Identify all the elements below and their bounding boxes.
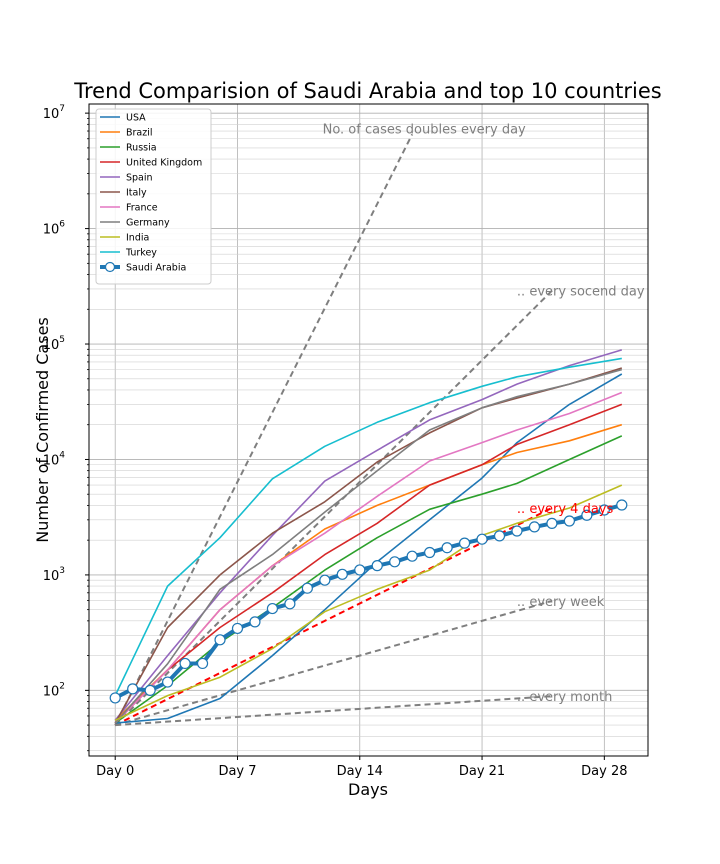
legend-label: Spain [126, 173, 153, 184]
y-tick-base: 10 [43, 223, 60, 238]
series-point [196, 657, 209, 670]
series-line [114, 391, 623, 724]
series-point [371, 560, 383, 572]
y-tick-label: 107 [43, 104, 65, 122]
legend-label: Germany [126, 218, 170, 229]
y-tick-exponent: 7 [59, 104, 65, 114]
plot-frame [88, 103, 649, 757]
reference-label: .. every 4 days [517, 502, 614, 517]
series-point [511, 525, 523, 537]
series-point [249, 616, 261, 628]
series-point [109, 692, 121, 704]
series-point [406, 550, 418, 562]
y-tick-label: 102 [43, 681, 65, 699]
reference-label: .. every socend day [517, 285, 645, 300]
y-tick-exponent: 4 [59, 450, 65, 460]
legend-label: Turkey [125, 248, 157, 259]
x-tick-label: Day 14 [337, 764, 383, 779]
series-point [458, 537, 471, 549]
x-tick-label: Day 21 [459, 764, 505, 779]
legend-label: Italy [126, 188, 147, 199]
reference-line [115, 695, 552, 727]
legend-label: USA [126, 113, 146, 124]
y-tick-base: 10 [43, 338, 60, 353]
series-point [598, 504, 610, 516]
reference-label: No. of cases doubles every day [323, 122, 526, 137]
series-point [231, 622, 244, 635]
y-tick-base: 10 [43, 107, 60, 122]
series-point [336, 568, 348, 580]
series-point [424, 546, 436, 559]
legend-label: Brazil [126, 128, 153, 139]
series-point [179, 657, 191, 670]
series-line [114, 357, 622, 696]
series-point [214, 634, 226, 646]
series-point [144, 684, 156, 696]
y-tick-exponent: 3 [59, 566, 65, 576]
axis-ticks: Day 0 Day 7 Day 14 Day 21 Day 28102103104105… [43, 104, 628, 779]
y-tick-base: 10 [43, 569, 60, 584]
series-point [528, 521, 541, 533]
reference-labels: No. of cases doubles every day .. every s… [323, 122, 645, 705]
y-tick-label: 105 [43, 335, 65, 353]
x-axis-label: Days [348, 780, 388, 799]
reference-line [114, 133, 414, 726]
series-lines [109, 349, 628, 724]
legend-label: United Kingdom [126, 158, 202, 169]
series-point [476, 533, 488, 545]
chart-title: Trend Comparision of Saudi Arabia and to… [73, 79, 661, 103]
series-point [301, 582, 313, 594]
series-line [114, 367, 623, 724]
series-point [127, 683, 139, 695]
y-tick-exponent: 6 [59, 220, 65, 230]
series-point [441, 542, 453, 554]
y-tick-label: 103 [43, 566, 65, 584]
legend-label: France [126, 203, 158, 214]
series-point [162, 676, 174, 688]
series-point [389, 556, 401, 568]
y-tick-base: 10 [43, 684, 60, 699]
x-tick-label: Day 7 [218, 764, 256, 779]
series-point [266, 602, 279, 615]
series-point [563, 515, 575, 527]
legend: USA Brazil Russia United Kingdom Spain Italy F… [95, 108, 212, 285]
y-tick-label: 106 [43, 220, 66, 238]
series-point [354, 564, 366, 576]
series-point [581, 509, 593, 521]
x-tick-label: Day 28 [581, 764, 627, 779]
legend-swatch-marker [104, 261, 116, 273]
reference-label: .. every week [517, 595, 605, 610]
reference-label: .. every month [517, 690, 612, 705]
y-tick-base: 10 [43, 453, 60, 468]
y-axis-label: Number of Confirmed Cases [33, 317, 52, 543]
series-line [114, 484, 623, 722]
y-tick-exponent: 2 [59, 681, 65, 691]
series-point [319, 574, 331, 586]
series-point [546, 517, 558, 529]
series-point [493, 530, 506, 542]
y-tick-exponent: 5 [59, 335, 65, 345]
series-line [114, 368, 623, 724]
legend-label: Russia [126, 143, 157, 154]
series-line [114, 403, 623, 724]
reference-line [114, 600, 553, 727]
series-point [616, 499, 628, 511]
legend-label: Saudi Arabia [126, 263, 186, 274]
legend-box [95, 108, 212, 285]
series-point [284, 598, 296, 610]
y-tick-label: 104 [43, 450, 66, 468]
legend-label: India [126, 233, 149, 244]
series-line [114, 435, 623, 724]
x-tick-label: Day 0 [96, 764, 134, 779]
